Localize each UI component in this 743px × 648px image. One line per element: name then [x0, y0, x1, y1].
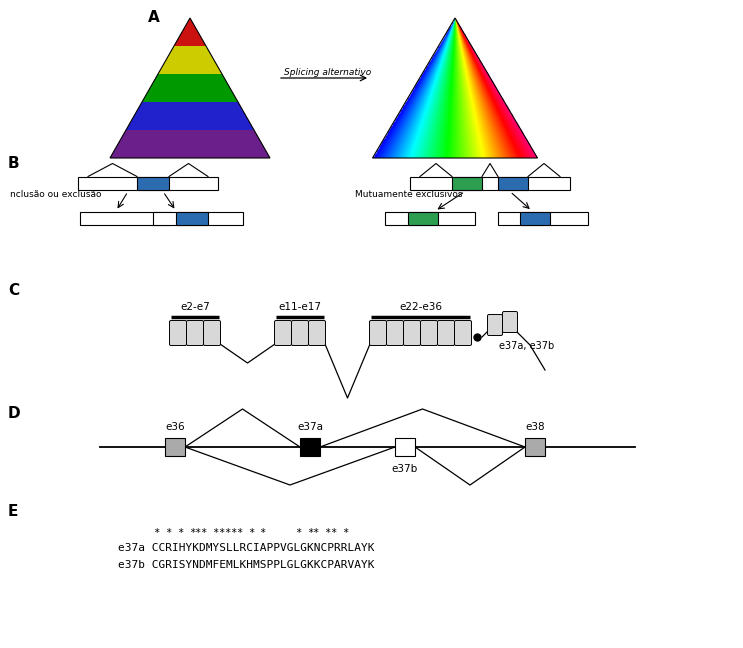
FancyBboxPatch shape — [455, 321, 472, 345]
Text: *: * — [313, 528, 319, 538]
Text: e37a, e37b: e37a, e37b — [499, 341, 554, 351]
FancyBboxPatch shape — [291, 321, 308, 345]
Text: e37b CGRISYNDMFEMLKHMSPPLGLGKKCPARVAYK: e37b CGRISYNDMFEMLKHMSPPLGLGKKCPARVAYK — [118, 560, 374, 570]
Text: B: B — [8, 156, 19, 171]
Text: e38: e38 — [525, 422, 545, 432]
FancyBboxPatch shape — [487, 314, 502, 336]
FancyBboxPatch shape — [308, 321, 325, 345]
Text: e36: e36 — [165, 422, 185, 432]
Text: Splicing alternativo: Splicing alternativo — [284, 68, 372, 77]
Text: *: * — [189, 528, 195, 538]
Bar — [153, 211, 243, 224]
Text: e2-e7: e2-e7 — [180, 302, 210, 312]
Bar — [498, 211, 588, 224]
Text: e11-e17: e11-e17 — [279, 302, 322, 312]
Polygon shape — [110, 130, 270, 158]
Bar — [452, 176, 482, 189]
Text: *: * — [201, 528, 207, 538]
Text: *: * — [218, 528, 224, 538]
Text: *: * — [195, 528, 201, 538]
Text: *: * — [307, 528, 313, 538]
FancyBboxPatch shape — [169, 321, 186, 345]
Text: nclusão ou exclusão: nclusão ou exclusão — [10, 190, 102, 199]
FancyBboxPatch shape — [502, 312, 518, 332]
Bar — [525, 438, 545, 456]
Text: *: * — [212, 528, 218, 538]
Bar — [408, 211, 438, 224]
Polygon shape — [174, 18, 206, 46]
Bar — [176, 211, 208, 224]
Text: e37a: e37a — [297, 422, 323, 432]
Text: *: * — [236, 528, 242, 538]
Text: *: * — [165, 528, 172, 538]
Text: *: * — [177, 528, 183, 538]
Bar — [395, 438, 415, 456]
Text: e37b: e37b — [392, 464, 418, 474]
Text: C: C — [8, 283, 19, 298]
Text: *: * — [325, 528, 331, 538]
Bar — [80, 211, 170, 224]
Text: e22-e36: e22-e36 — [399, 302, 442, 312]
Text: *: * — [224, 528, 230, 538]
Bar — [520, 211, 550, 224]
Text: *: * — [247, 528, 254, 538]
Text: *: * — [295, 528, 301, 538]
Polygon shape — [126, 102, 254, 130]
Text: *: * — [330, 528, 337, 538]
Text: Mutuamente exclusivos: Mutuamente exclusivos — [355, 190, 462, 199]
Text: *: * — [230, 528, 236, 538]
Text: *: * — [153, 528, 160, 538]
FancyBboxPatch shape — [438, 321, 455, 345]
Bar — [498, 176, 528, 189]
Bar — [385, 211, 475, 224]
FancyBboxPatch shape — [186, 321, 204, 345]
Text: *: * — [342, 528, 348, 538]
Text: E: E — [8, 504, 19, 519]
Polygon shape — [158, 46, 222, 74]
Text: *: * — [259, 528, 266, 538]
FancyBboxPatch shape — [403, 321, 421, 345]
Bar — [137, 176, 169, 189]
Bar — [410, 176, 570, 189]
Bar — [78, 176, 218, 189]
Bar — [165, 438, 185, 456]
FancyBboxPatch shape — [421, 321, 438, 345]
Text: A: A — [148, 10, 160, 25]
Text: D: D — [8, 406, 21, 421]
FancyBboxPatch shape — [204, 321, 221, 345]
FancyBboxPatch shape — [274, 321, 291, 345]
FancyBboxPatch shape — [369, 321, 386, 345]
Polygon shape — [142, 74, 238, 102]
Text: e37a CCRIHYKDMYSLLRCIAPPVGLGKNCPRRLAYK: e37a CCRIHYKDMYSLLRCIAPPVGLGKNCPRRLAYK — [118, 543, 374, 553]
Bar — [300, 438, 320, 456]
FancyBboxPatch shape — [386, 321, 403, 345]
